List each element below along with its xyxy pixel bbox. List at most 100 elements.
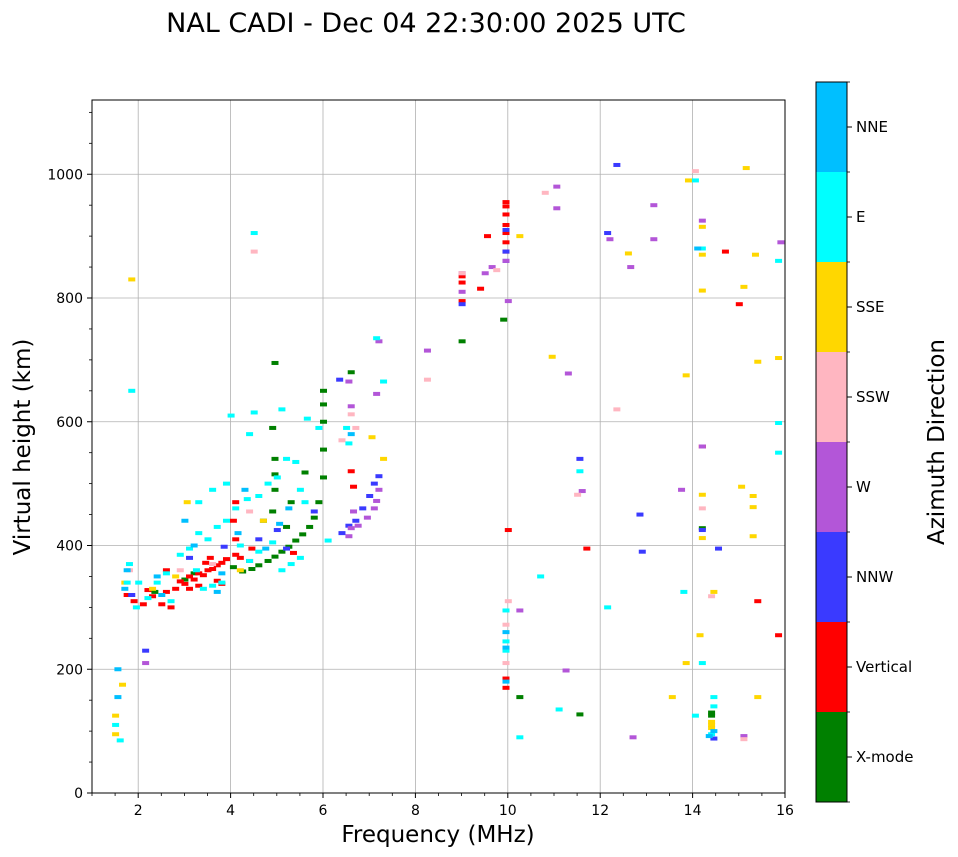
data-point: [195, 500, 203, 505]
data-point: [698, 528, 706, 533]
data-point: [708, 722, 716, 727]
data-point: [553, 206, 561, 211]
data-point: [303, 416, 311, 421]
data-point: [352, 518, 360, 523]
data-point: [366, 494, 374, 498]
y-tick-label: 800: [56, 291, 83, 307]
data-point: [650, 203, 658, 208]
data-point: [287, 562, 295, 567]
data-point: [345, 523, 353, 528]
data-point: [190, 571, 198, 576]
data-point: [502, 249, 510, 254]
data-point: [691, 713, 699, 718]
data-point: [269, 425, 277, 430]
series-nnw: [128, 162, 723, 741]
data-point: [128, 277, 136, 282]
data-point: [273, 475, 281, 480]
data-point: [576, 456, 584, 461]
data-point: [502, 608, 510, 613]
series-sse: [112, 166, 783, 737]
data-point: [195, 531, 203, 536]
colorbar-tick-label: NNW: [856, 568, 893, 586]
data-point: [232, 506, 240, 511]
data-point: [740, 284, 748, 289]
data-point: [553, 184, 561, 189]
data-point: [347, 404, 355, 409]
data-point: [246, 432, 254, 437]
data-point: [775, 633, 783, 638]
data-point: [504, 599, 512, 604]
data-point: [694, 246, 702, 251]
data-point: [502, 240, 510, 245]
x-tick-label: 12: [591, 803, 609, 819]
data-point: [562, 668, 570, 673]
data-point: [484, 234, 492, 239]
plot-frame: [91, 99, 786, 794]
data-point: [754, 599, 762, 604]
data-point: [246, 509, 254, 514]
data-point: [576, 712, 584, 717]
data-point: [283, 546, 291, 551]
colorbar-segment: [816, 532, 847, 622]
data-point: [112, 722, 120, 727]
data-point: [500, 317, 508, 322]
data-point: [370, 506, 378, 511]
data-point: [296, 487, 304, 492]
data-point: [301, 500, 309, 505]
data-point: [186, 574, 194, 579]
data-point: [458, 299, 466, 304]
data-point: [423, 348, 431, 353]
data-point: [119, 682, 127, 687]
data-point: [315, 425, 323, 430]
data-point: [142, 661, 150, 666]
data-point: [574, 492, 582, 497]
data-point: [710, 736, 718, 741]
data-point: [373, 498, 381, 503]
data-point: [128, 593, 136, 597]
data-point: [123, 580, 131, 585]
data-point: [153, 580, 161, 585]
data-point: [682, 373, 690, 378]
x-tick-label: 2: [134, 803, 143, 819]
data-point: [190, 577, 198, 582]
x-tick-label: 6: [319, 803, 328, 819]
data-point: [112, 713, 120, 718]
data-point: [125, 562, 133, 567]
data-point: [204, 568, 212, 573]
data-point: [114, 667, 122, 672]
data-point: [130, 599, 138, 604]
data-point: [135, 580, 143, 585]
data-point: [271, 487, 279, 492]
x-tick-label: 8: [411, 803, 420, 819]
data-point: [218, 560, 226, 565]
data-point: [735, 302, 743, 307]
colorbar-segment: [816, 352, 847, 442]
data-point: [151, 589, 159, 594]
data-point: [172, 574, 180, 579]
data-point: [176, 579, 184, 584]
data-point: [458, 280, 466, 285]
colorbar-segment: [816, 172, 847, 262]
colorbar-tick-label: NNE: [856, 118, 888, 136]
data-point: [181, 577, 189, 582]
data-point: [320, 388, 327, 393]
data-point: [158, 593, 166, 597]
data-point: [698, 444, 706, 449]
data-point: [271, 456, 279, 461]
data-point: [255, 563, 263, 568]
data-point: [564, 371, 572, 376]
data-point: [375, 487, 383, 492]
colorbar-segment: [816, 442, 847, 532]
data-point: [144, 596, 152, 601]
data-point: [283, 456, 291, 461]
data-point: [336, 377, 344, 382]
colorbar: X-mode Vertical NNW W SSW SSE E NNE: [815, 81, 913, 803]
data-point: [276, 521, 284, 526]
data-point: [698, 288, 706, 293]
data-point: [775, 258, 783, 263]
data-point: [229, 565, 237, 570]
y-tick-label: 200: [56, 662, 83, 678]
data-point: [516, 735, 524, 740]
data-point: [142, 648, 150, 653]
data-point: [289, 550, 297, 555]
